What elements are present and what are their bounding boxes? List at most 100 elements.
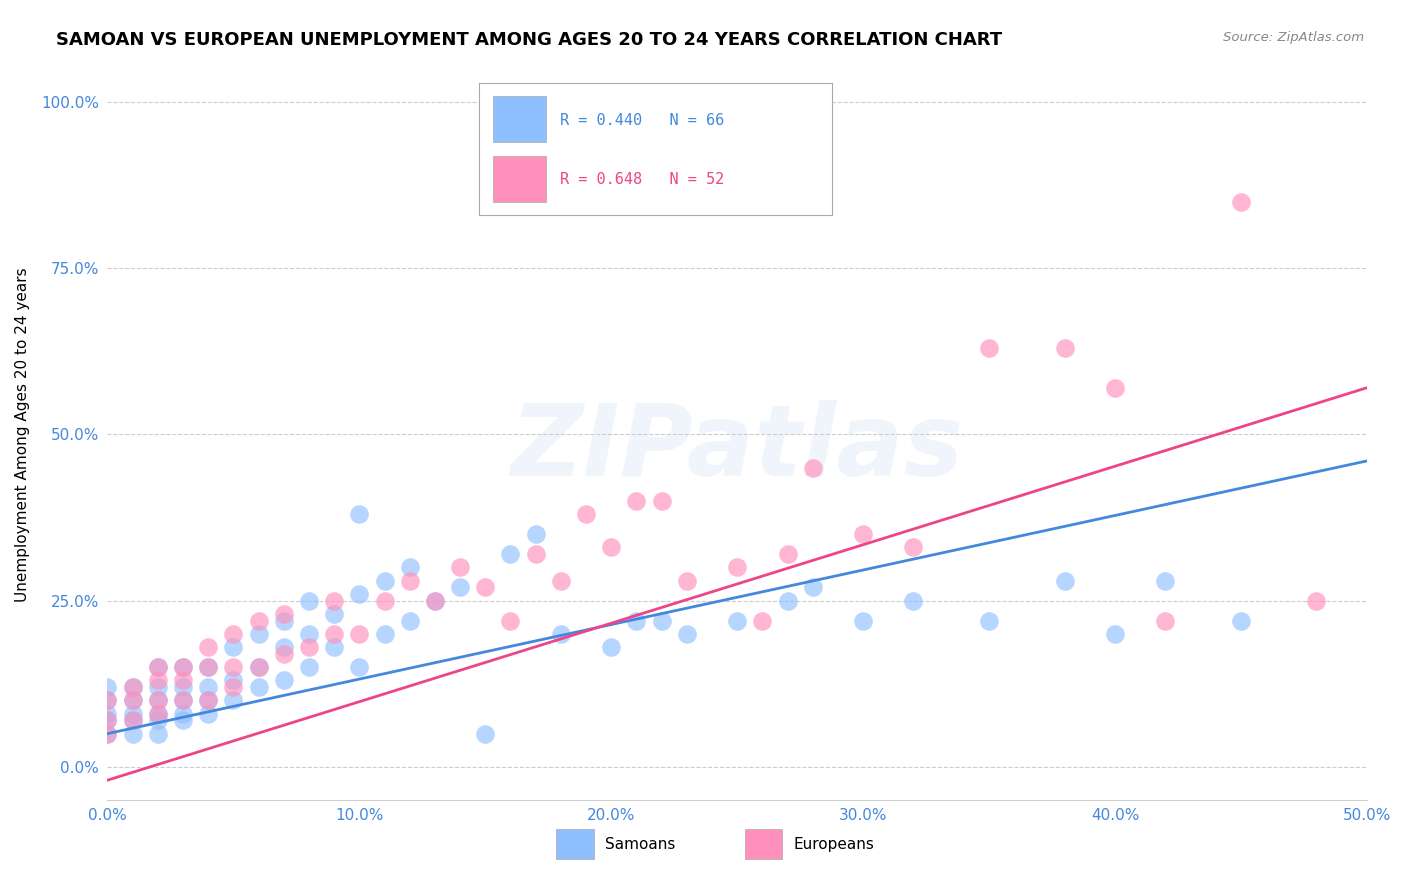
Point [575,507,598,521]
Point [323,607,346,621]
Point [273,673,295,688]
Point [172,660,194,674]
Point [349,627,371,641]
Point [222,693,245,707]
Point [146,706,169,721]
Point [600,640,623,655]
Point [121,714,143,728]
Point [903,541,925,555]
Point [247,627,270,641]
Point [172,660,194,674]
Point [96,714,118,728]
Point [298,627,321,641]
Point [197,680,219,694]
Point [121,693,143,707]
Point [298,660,321,674]
Point [751,614,773,628]
Point [373,627,395,641]
Point [474,726,496,740]
Point [197,693,219,707]
Point [197,660,219,674]
Point [373,593,395,607]
Point [146,726,169,740]
Point [449,580,471,594]
Point [222,640,245,655]
Point [96,714,118,728]
Point [1154,614,1177,628]
Point [776,547,799,561]
Point [550,627,572,641]
Point [247,660,270,674]
Y-axis label: Unemployment Among Ages 20 to 24 years: Unemployment Among Ages 20 to 24 years [15,267,30,601]
Point [146,693,169,707]
Point [1230,614,1253,628]
Point [449,560,471,574]
Point [96,680,118,694]
Point [1053,341,1076,355]
Point [121,706,143,721]
Point [222,660,245,674]
Point [776,593,799,607]
Point [651,493,673,508]
Point [96,726,118,740]
Point [273,607,295,621]
Point [197,660,219,674]
Point [172,693,194,707]
Point [121,680,143,694]
Point [474,580,496,594]
Point [121,693,143,707]
Point [499,614,522,628]
Point [423,593,446,607]
Point [1305,593,1327,607]
Point [423,593,446,607]
Point [146,706,169,721]
Point [852,614,875,628]
Point [499,547,522,561]
Point [222,673,245,688]
Point [626,614,648,628]
Point [524,527,547,541]
Point [222,680,245,694]
Point [600,541,623,555]
Point [852,527,875,541]
Point [323,640,346,655]
Point [1104,381,1126,395]
Point [121,714,143,728]
Point [273,647,295,661]
Point [801,580,824,594]
Point [298,640,321,655]
Point [146,660,169,674]
Point [651,614,673,628]
Point [172,693,194,707]
Point [273,614,295,628]
Point [349,587,371,601]
Point [323,627,346,641]
Point [172,673,194,688]
Point [1154,574,1177,588]
Point [903,593,925,607]
Point [1053,574,1076,588]
Point [96,693,118,707]
Point [1230,194,1253,209]
Point [146,693,169,707]
Point [222,627,245,641]
Point [197,640,219,655]
Point [146,673,169,688]
Point [1104,627,1126,641]
Point [977,614,1000,628]
Point [675,627,697,641]
Point [96,726,118,740]
Point [146,680,169,694]
Point [172,714,194,728]
Point [398,614,420,628]
Point [398,574,420,588]
Point [146,714,169,728]
Text: Source: ZipAtlas.com: Source: ZipAtlas.com [1223,31,1364,45]
Point [323,593,346,607]
Point [801,460,824,475]
Point [96,693,118,707]
Point [725,614,748,628]
Point [550,574,572,588]
Point [247,614,270,628]
Point [349,507,371,521]
